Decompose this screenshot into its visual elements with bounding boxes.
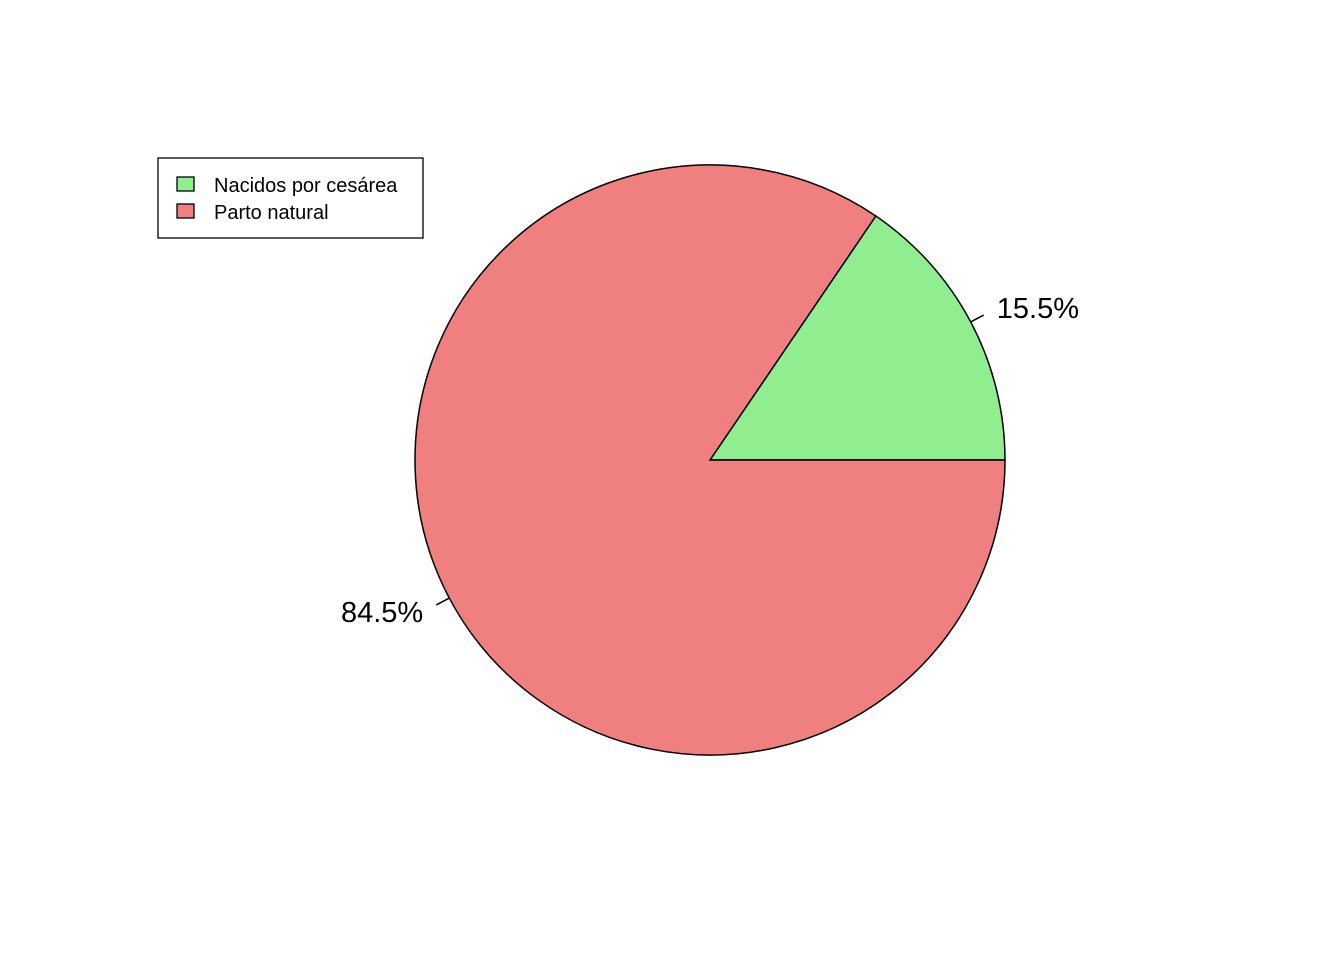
- pie-label-tick-0: [970, 314, 985, 323]
- legend: Nacidos por cesárea Parto natural: [157, 157, 424, 239]
- legend-box: [157, 157, 424, 239]
- legend-label-cesarea: Nacidos por cesárea: [214, 175, 398, 197]
- pie-slices: [414, 164, 1006, 756]
- legend-swatch-cesarea: [176, 176, 195, 192]
- legend-swatch-parto-natural: [176, 203, 195, 219]
- pie-slice-0: [708, 214, 1006, 461]
- pie-slice-1: [414, 164, 1006, 756]
- pie-label-tick-1: [435, 597, 450, 606]
- pie-label-0: 15.5%: [997, 293, 1079, 325]
- pie-labels: 15.5% 84.5%: [341, 293, 1079, 629]
- pie-label-1: 84.5%: [341, 597, 423, 629]
- legend-label-parto-natural: Parto natural: [214, 202, 329, 224]
